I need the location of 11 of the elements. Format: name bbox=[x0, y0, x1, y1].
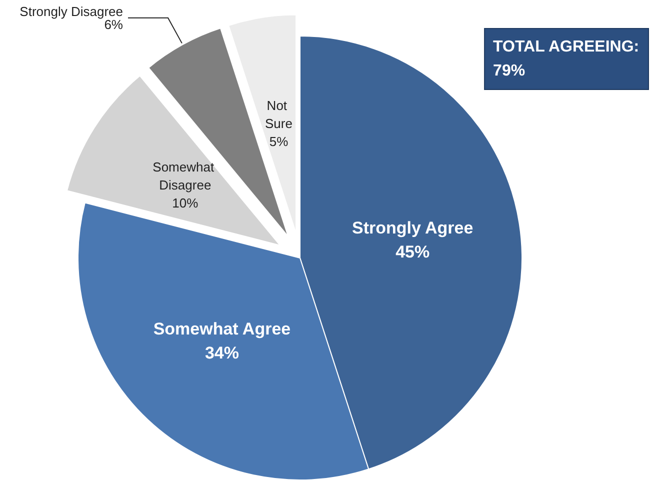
data-label: 6% bbox=[104, 16, 124, 32]
data-label: 10% bbox=[172, 196, 199, 211]
slice-label: Strongly Disagree bbox=[20, 4, 123, 19]
data-label: 34% bbox=[204, 344, 239, 363]
data-label: 5% bbox=[269, 134, 289, 150]
slice-label: Strongly Agree bbox=[352, 218, 474, 238]
text: TOTAL AGREEING: 79% bbox=[493, 38, 640, 80]
slice-label: Somewhat Disagree bbox=[152, 160, 218, 193]
slice-label: Somewhat Agree bbox=[153, 320, 291, 339]
data-label: 45% bbox=[396, 242, 430, 262]
slice-label: Not Sure bbox=[264, 98, 292, 132]
